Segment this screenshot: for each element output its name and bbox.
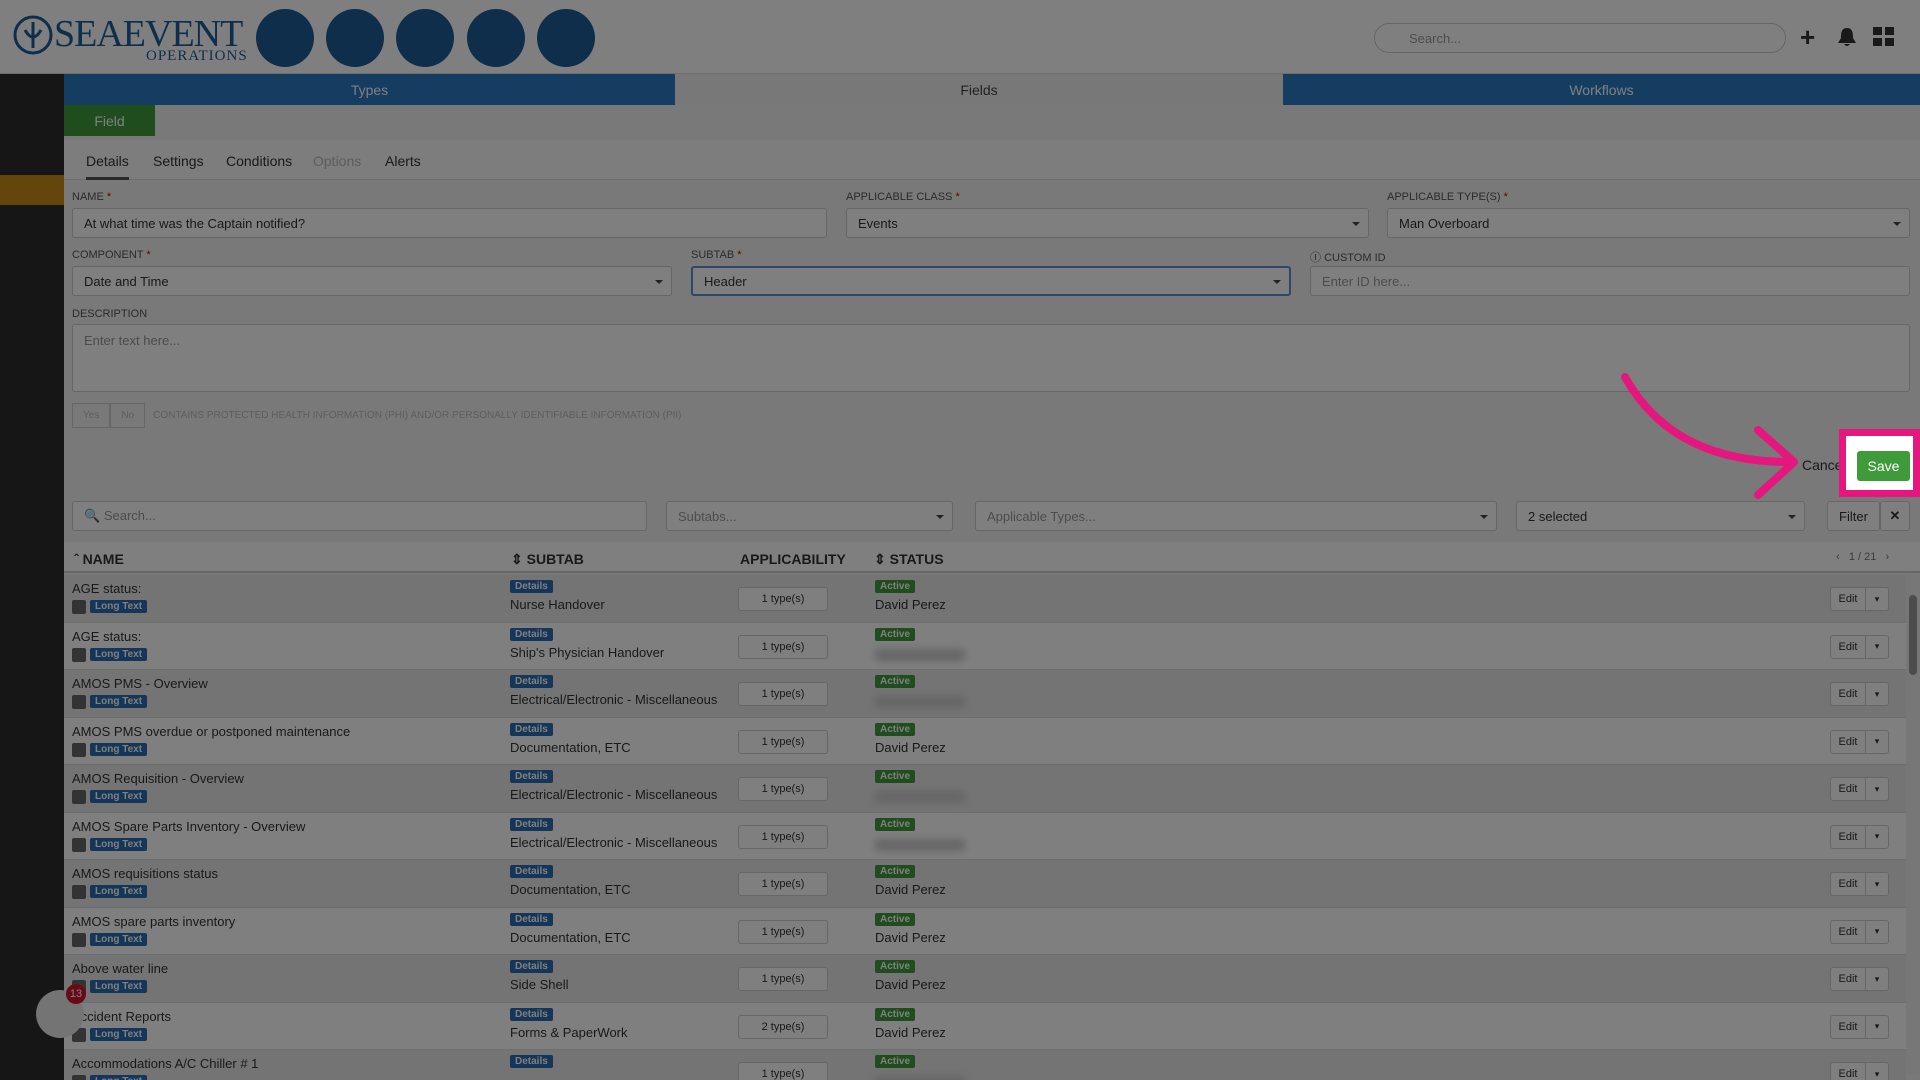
save-button[interactable]: Save — [1857, 451, 1910, 481]
